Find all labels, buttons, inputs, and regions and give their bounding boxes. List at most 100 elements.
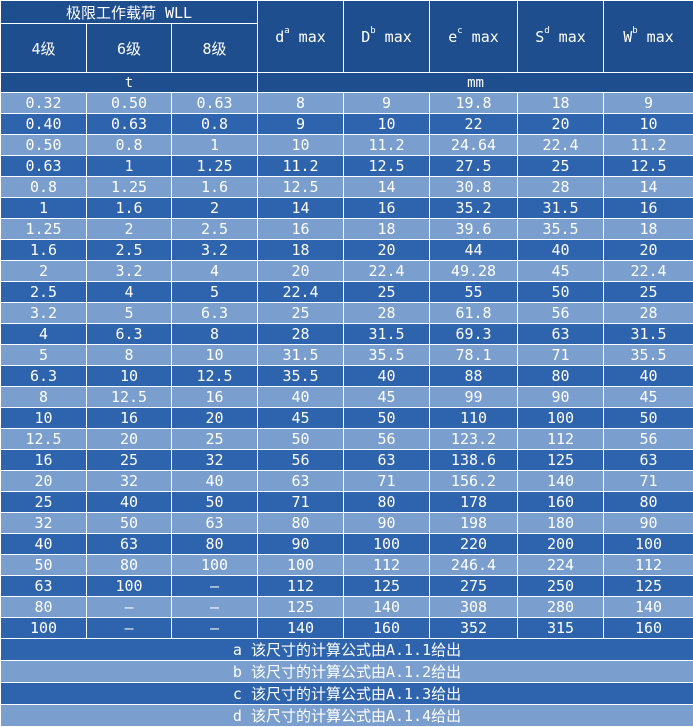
table-cell: 56 [604,429,693,450]
table-cell: 32 [172,450,258,471]
table-cell: 100 [258,555,344,576]
table-cell: 90 [258,534,344,555]
table-cell: 198 [430,513,518,534]
table-cell: 6.3 [172,303,258,324]
table-cell: 12.5 [87,387,172,408]
table-cell: 35.5 [518,219,604,240]
table-cell: 71 [518,345,604,366]
table-cell: 20 [87,429,172,450]
col-header-S: Sd max [518,1,604,73]
table-cell: 80 [344,492,430,513]
table-cell: 28 [518,177,604,198]
table-cell: 12.5 [1,429,87,450]
table-cell: 1.25 [87,177,172,198]
table-cell: 56 [518,303,604,324]
table-cell: 125 [518,450,604,471]
grade-8-header: 8级 [172,24,258,73]
table-cell: 140 [344,597,430,618]
table-cell: 0.50 [87,93,172,114]
table-cell: 1.6 [172,177,258,198]
footnote-c: c 该尺寸的计算公式由A.1.3给出 [1,683,693,705]
table-cell: 44 [430,240,518,261]
table-cell: 9 [258,114,344,135]
table-cell: 3.2 [1,303,87,324]
table-cell: 31.5 [604,324,693,345]
table-cell: 18 [258,240,344,261]
table-cell: 200 [518,534,604,555]
table-cell: 16 [172,387,258,408]
table-cell: 50 [344,408,430,429]
table-cell: 25 [604,282,693,303]
table-cell: 14 [604,177,693,198]
table-cell: 80 [604,492,693,513]
table-cell: 80 [87,555,172,576]
table-cell: 40 [172,471,258,492]
table-cell: 0.8 [1,177,87,198]
table-cell: 110 [430,408,518,429]
table-cell: 180 [518,513,604,534]
table-cell: 8 [1,387,87,408]
table-cell: 2.5 [172,219,258,240]
table-cell: 100 [172,555,258,576]
table-cell: 88 [430,366,518,387]
table-cell: 50 [87,513,172,534]
table-cell: 40 [87,492,172,513]
table-cell: 12.5 [172,366,258,387]
table-cell: 220 [430,534,518,555]
table-cell: 160 [344,618,430,639]
unit-mm: mm [258,73,693,93]
table-cell: 0.63 [87,114,172,135]
table-cell: 45 [258,408,344,429]
table-cell: 80 [518,366,604,387]
table-cell: 20 [258,261,344,282]
table-cell: 35.5 [258,366,344,387]
table-cell: 99 [430,387,518,408]
table-cell: 18 [518,93,604,114]
table-cell: 18 [344,219,430,240]
table-cell: 22.4 [258,282,344,303]
table-cell: 6.3 [1,366,87,387]
table-cell: 1 [172,135,258,156]
table-cell: 0.8 [87,135,172,156]
table-cell: 11.2 [344,135,430,156]
table-cell: 112 [344,555,430,576]
table-cell: 125 [258,597,344,618]
table-cell: 5 [1,345,87,366]
table-cell: 14 [344,177,430,198]
table-cell: 22.4 [518,135,604,156]
table-cell: 3.2 [172,240,258,261]
table-cell: 18 [604,219,693,240]
table-cell: 20 [172,408,258,429]
table-cell: 25 [258,303,344,324]
table-cell: 4 [172,261,258,282]
table-cell: 8 [258,93,344,114]
table-cell: 63 [87,534,172,555]
table-cell: 11.2 [604,135,693,156]
table-cell: 30.8 [430,177,518,198]
col-header-d: da max [258,1,344,73]
table-cell: 1.6 [1,240,87,261]
table-cell: 10 [172,345,258,366]
table-cell: 9 [604,93,693,114]
table-cell: 40 [344,366,430,387]
table-cell: 250 [518,576,604,597]
table-cell: 0.63 [1,156,87,177]
table-cell: 31.5 [258,345,344,366]
table-cell: 63 [344,450,430,471]
table-cell: 156.2 [430,471,518,492]
table-cell: 2 [1,261,87,282]
table-cell: 10 [344,114,430,135]
table-cell: 160 [518,492,604,513]
table-cell: 112 [258,576,344,597]
